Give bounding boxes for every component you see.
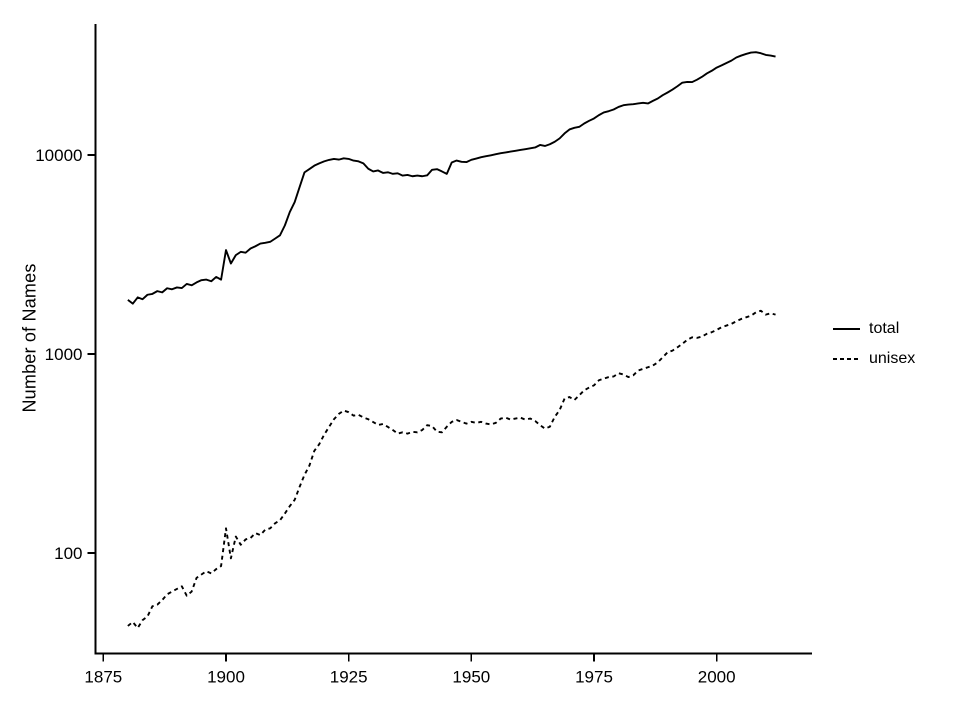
y-axis-title: Number of Names bbox=[19, 263, 40, 413]
legend-line-solid-icon bbox=[833, 328, 860, 330]
x-tick-label: 1925 bbox=[330, 668, 368, 687]
legend: total unisex bbox=[833, 314, 915, 374]
y-tick-label: 100 bbox=[54, 544, 82, 563]
series-total-line bbox=[127, 51, 776, 305]
legend-label-unisex: unisex bbox=[869, 350, 916, 367]
legend-label-total: total bbox=[869, 320, 900, 337]
legend-item-total: total bbox=[833, 314, 915, 344]
legend-line-dashed-icon bbox=[833, 358, 860, 360]
x-tick-label: 1975 bbox=[575, 668, 613, 687]
legend-item-unisex: unisex bbox=[833, 344, 915, 374]
y-tick-label: 10000 bbox=[35, 146, 82, 165]
x-tick-label: 2000 bbox=[698, 668, 736, 687]
series-unisex-line bbox=[127, 309, 776, 629]
y-tick-label: 1000 bbox=[45, 345, 83, 364]
x-tick-label: 1900 bbox=[207, 668, 245, 687]
x-tick-label: 1875 bbox=[84, 668, 122, 687]
x-tick-label: 1950 bbox=[452, 668, 490, 687]
